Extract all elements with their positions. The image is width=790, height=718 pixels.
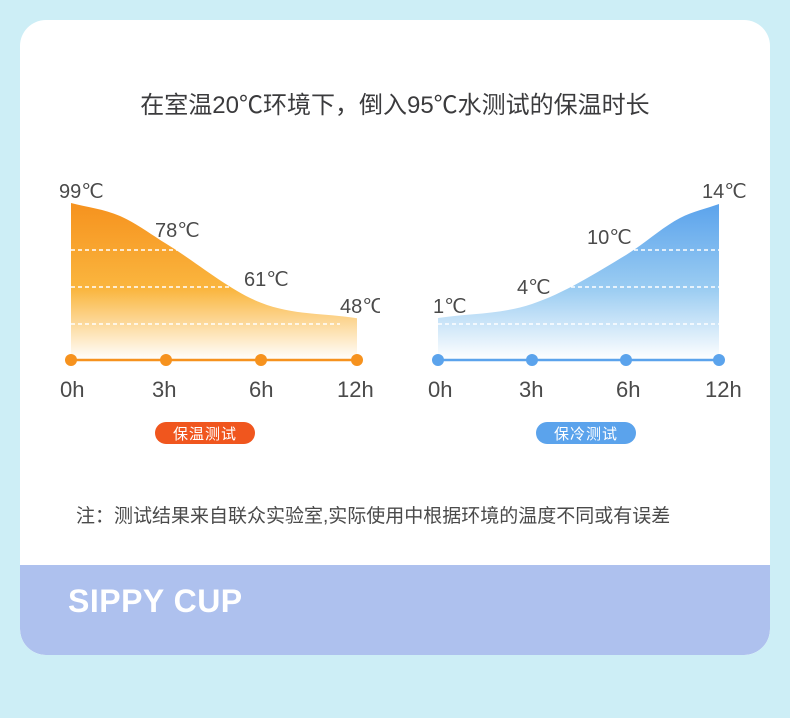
svg-text:12h: 12h <box>705 377 742 402</box>
svg-text:3h: 3h <box>519 377 543 402</box>
svg-text:61℃: 61℃ <box>244 269 289 291</box>
svg-text:78℃: 78℃ <box>155 220 200 242</box>
svg-text:12h: 12h <box>337 377 374 402</box>
svg-text:48℃: 48℃ <box>340 296 380 318</box>
svg-text:1℃: 1℃ <box>433 296 467 318</box>
svg-text:10℃: 10℃ <box>587 227 632 249</box>
svg-text:3h: 3h <box>152 377 176 402</box>
svg-text:4℃: 4℃ <box>517 277 551 299</box>
svg-text:0h: 0h <box>428 377 452 402</box>
svg-text:6h: 6h <box>249 377 273 402</box>
svg-text:0h: 0h <box>60 377 84 402</box>
svg-text:99℃: 99℃ <box>59 181 104 203</box>
svg-text:14℃: 14℃ <box>702 181 747 203</box>
svg-text:6h: 6h <box>616 377 640 402</box>
